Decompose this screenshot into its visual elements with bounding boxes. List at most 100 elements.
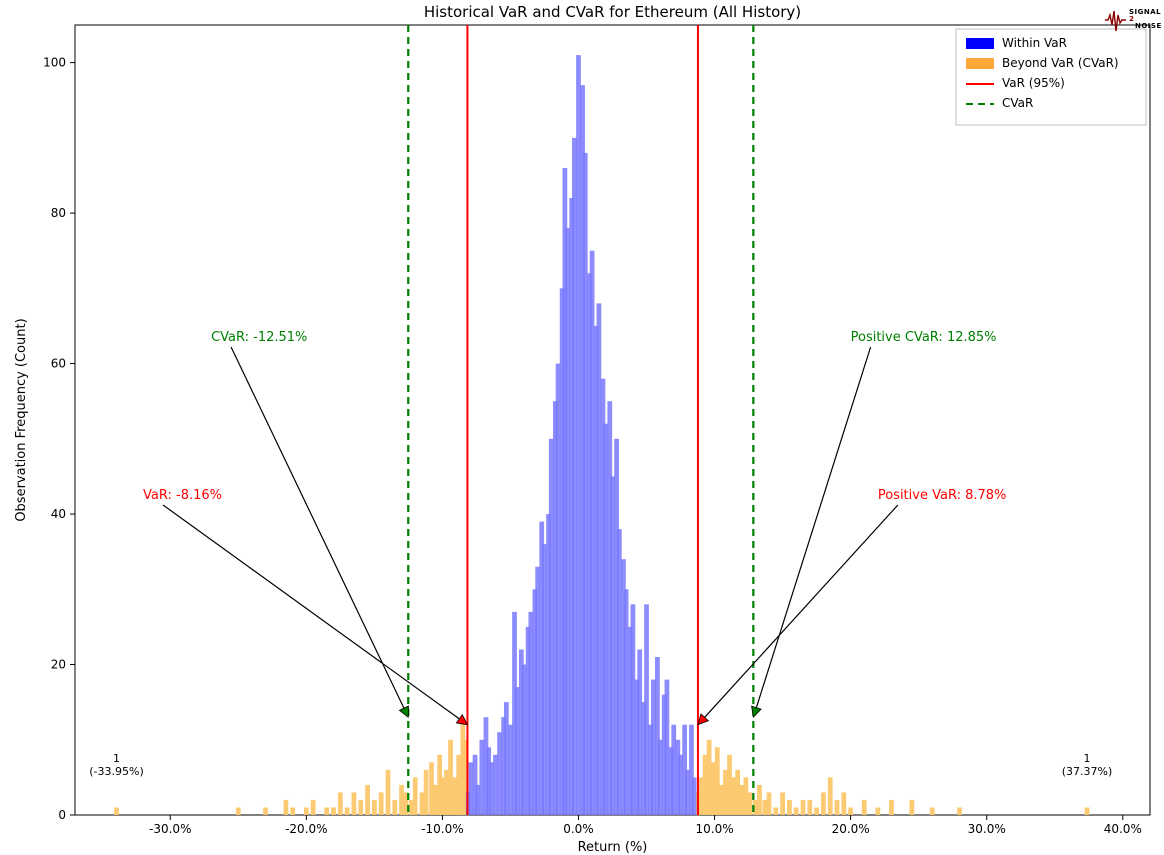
histogram-bar xyxy=(743,777,748,815)
histogram-bar xyxy=(739,785,744,815)
histogram-bar xyxy=(358,800,363,815)
x-tick-label: 10.0% xyxy=(695,822,733,836)
y-tick-label: 60 xyxy=(51,357,66,371)
legend-label: Within VaR xyxy=(1002,36,1067,50)
within-var-bars xyxy=(466,55,697,815)
histogram-bar xyxy=(889,800,894,815)
histogram-bar xyxy=(748,792,753,815)
histogram-bar xyxy=(707,740,712,815)
x-tick-label: 30.0% xyxy=(968,822,1006,836)
annotation-arrow-line xyxy=(163,505,459,719)
histogram-bar xyxy=(610,476,615,815)
histogram-bar xyxy=(703,755,708,815)
histogram-bar xyxy=(821,792,826,815)
logo-text-noise: NOISE xyxy=(1135,22,1162,30)
y-tick-label: 20 xyxy=(51,658,66,672)
histogram-bar xyxy=(399,785,404,815)
annotation-arrow-head xyxy=(456,715,467,725)
chart-svg: -30.0%-20.0%-10.0%0.0%10.0%20.0%30.0%40.… xyxy=(0,0,1164,855)
histogram-bar xyxy=(424,770,429,815)
histogram-bar xyxy=(930,807,935,815)
histogram-bar xyxy=(542,544,547,815)
histogram-bar xyxy=(862,800,867,815)
x-tick-label: 20.0% xyxy=(832,822,870,836)
histogram-bar xyxy=(311,800,316,815)
histogram-bar xyxy=(304,807,309,815)
annotation-label: CVaR: -12.51% xyxy=(211,330,307,345)
histogram-bar xyxy=(617,529,622,815)
histogram-bar xyxy=(409,800,414,815)
logo-text-2: 2 xyxy=(1129,15,1134,23)
annotation-arrow-line xyxy=(231,347,404,708)
histogram-bar xyxy=(469,762,474,815)
histogram-bar xyxy=(386,770,391,815)
histogram-bar xyxy=(814,807,819,815)
annotation-arrow-head xyxy=(752,706,762,717)
histogram-bar xyxy=(658,740,663,815)
extreme-value-label: (37.37%) xyxy=(1062,765,1113,778)
histogram-bar xyxy=(420,792,425,815)
histogram-bar xyxy=(433,785,438,815)
histogram-bar xyxy=(631,604,636,815)
y-tick-label: 40 xyxy=(51,507,66,521)
chart-title: Historical VaR and CVaR for Ethereum (Al… xyxy=(424,3,801,21)
legend-swatch xyxy=(966,38,994,49)
logo: SIGNAL2NOISE xyxy=(1105,8,1162,31)
histogram-bar xyxy=(504,702,509,815)
histogram-bar xyxy=(556,364,561,815)
annotation-arrow-line xyxy=(705,505,898,717)
histogram-bar xyxy=(597,303,602,815)
histogram-bar xyxy=(715,747,720,815)
histogram-bar xyxy=(624,589,629,815)
histogram-bar xyxy=(767,792,772,815)
histogram-bar xyxy=(572,138,577,815)
histogram-bar xyxy=(723,770,728,815)
legend-label: CVaR xyxy=(1002,96,1033,110)
histogram-bar xyxy=(535,567,540,815)
histogram-bar xyxy=(678,755,683,815)
histogram-bar xyxy=(603,424,608,815)
histogram-bar xyxy=(528,612,533,815)
logo-icon xyxy=(1105,11,1126,31)
histogram-bar xyxy=(497,732,502,815)
histogram-bar xyxy=(549,439,554,815)
x-tick-label: 0.0% xyxy=(563,822,594,836)
legend-label: VaR (95%) xyxy=(1002,76,1065,90)
histogram-bar xyxy=(448,740,453,815)
histogram-bar xyxy=(522,665,527,815)
histogram-bar xyxy=(757,785,762,815)
histogram-bar xyxy=(284,800,289,815)
histogram-bar xyxy=(828,777,833,815)
legend-swatch xyxy=(966,58,994,69)
histogram-bar xyxy=(685,770,690,815)
histogram-bar xyxy=(508,725,513,815)
histogram-bar xyxy=(263,807,268,815)
histogram-bar xyxy=(727,755,732,815)
histogram-bar xyxy=(583,153,588,815)
extreme-count-label: 1 xyxy=(113,752,120,765)
histogram-bar xyxy=(835,800,840,815)
annotation-label: Positive VaR: 8.78% xyxy=(878,488,1007,503)
histogram-bar xyxy=(379,792,384,815)
histogram-bar xyxy=(429,762,434,815)
histogram-bar xyxy=(236,807,241,815)
histogram-bar xyxy=(372,800,377,815)
histogram-bar xyxy=(909,800,914,815)
histogram-bar xyxy=(413,777,418,815)
histogram-bar xyxy=(331,807,336,815)
histogram-bar xyxy=(719,785,724,815)
histogram-bar xyxy=(699,777,704,815)
histogram-bar xyxy=(515,687,520,815)
histogram-bar xyxy=(1085,807,1090,815)
histogram-bar xyxy=(345,807,350,815)
histogram-bar xyxy=(763,800,768,815)
histogram-bar xyxy=(841,792,846,815)
histogram-bar xyxy=(114,807,119,815)
histogram-bar xyxy=(801,800,806,815)
histogram-bar xyxy=(794,807,799,815)
histogram-bar xyxy=(590,251,595,815)
annotation-label: Positive CVaR: 12.85% xyxy=(851,330,997,345)
histogram-bar xyxy=(731,777,736,815)
histogram-bar xyxy=(787,800,792,815)
histogram-bar xyxy=(565,228,570,815)
